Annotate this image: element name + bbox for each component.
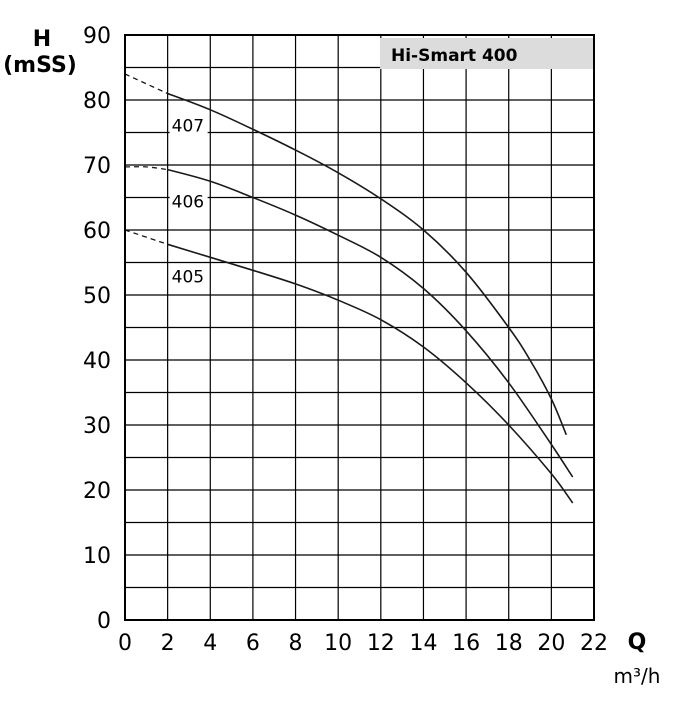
series-label-407: 407 <box>172 117 204 137</box>
x-tick-label: 10 <box>324 631 352 656</box>
x-tick-label: 16 <box>452 631 480 656</box>
series-label-406: 406 <box>172 193 204 213</box>
y-tick-label: 60 <box>83 219 111 244</box>
x-axis-unit: m³/h <box>614 664 661 688</box>
series-406-line <box>167 168 574 478</box>
plot-frame <box>124 34 595 621</box>
series-405-line <box>167 243 574 504</box>
y-axis-unit: (mSS) <box>3 53 77 78</box>
series-labels: 407 406 405 <box>169 115 208 287</box>
x-tick-label: 2 <box>161 631 175 656</box>
y-tick-labels: 0 10 20 30 40 50 60 70 80 90 <box>83 24 111 634</box>
y-axis-title: H <box>33 27 51 52</box>
series-label-background <box>169 266 208 287</box>
series-label-background <box>169 115 208 136</box>
series-406-dashed-segment <box>124 166 168 171</box>
y-tick-label: 10 <box>83 544 111 569</box>
y-tick-label: 70 <box>83 154 111 179</box>
x-tick-label: 12 <box>367 631 395 656</box>
x-tick-label: 20 <box>537 631 565 656</box>
x-tick-label: 18 <box>495 631 523 656</box>
series-layer <box>124 73 574 504</box>
y-tick-label: 80 <box>83 89 111 114</box>
y-tick-label: 0 <box>97 609 111 634</box>
x-tick-label: 0 <box>118 631 132 656</box>
x-axis-title: Q <box>628 630 647 655</box>
series-407-line <box>167 92 568 436</box>
series-407-dashed-segment <box>124 73 168 95</box>
x-tick-label: 22 <box>580 631 608 656</box>
x-tick-label: 4 <box>203 631 217 656</box>
title-box <box>380 38 593 69</box>
y-tick-label: 50 <box>83 284 111 309</box>
series-label-background <box>169 191 208 212</box>
y-tick-label: 20 <box>83 479 111 504</box>
y-tick-label: 40 <box>83 349 111 374</box>
chart-title: Hi-Smart 400 <box>391 46 518 66</box>
y-tick-label: 90 <box>83 24 111 49</box>
series-label-405: 405 <box>172 267 204 287</box>
y-tick-label: 30 <box>83 414 111 439</box>
x-tick-label: 14 <box>409 631 437 656</box>
x-tick-label: 6 <box>246 631 260 656</box>
x-tick-label: 8 <box>289 631 303 656</box>
x-tick-labels: 0 2 4 6 8 10 12 14 16 18 20 22 <box>118 631 608 656</box>
series-405-dashed-segment <box>124 229 168 245</box>
